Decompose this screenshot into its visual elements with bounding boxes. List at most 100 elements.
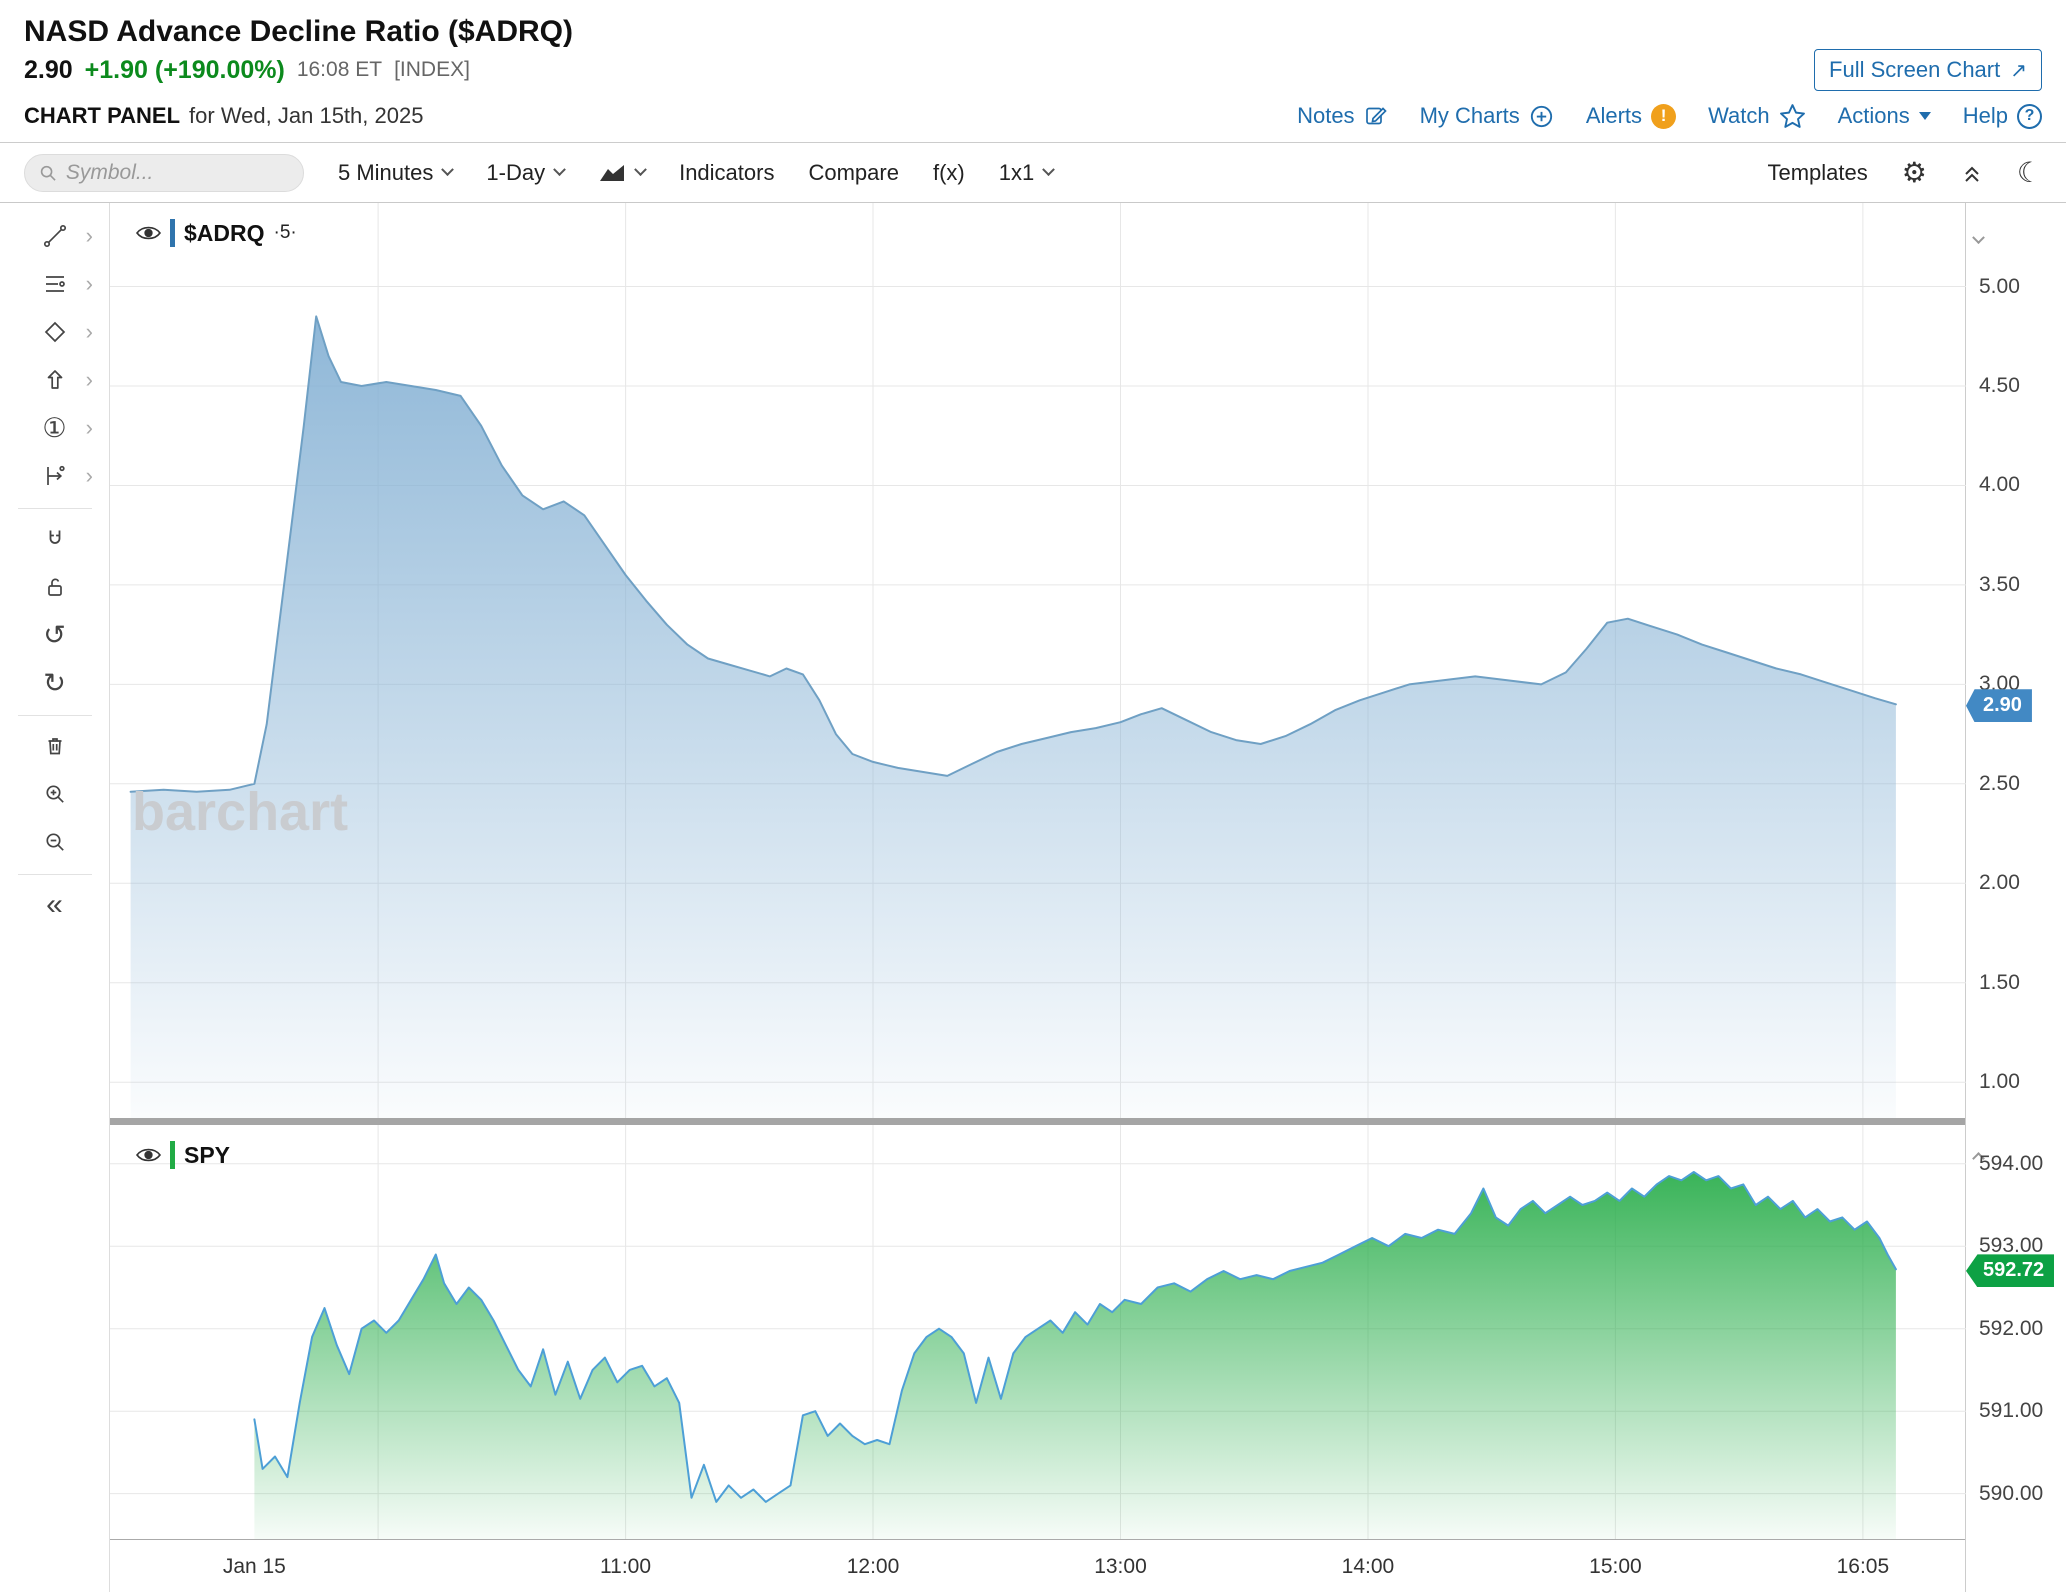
magnet-tool[interactable] — [0, 516, 109, 562]
spy-legend: SPY — [136, 1141, 230, 1169]
watch-label: Watch — [1708, 103, 1770, 128]
x-tick-label: 13:00 — [1094, 1555, 1147, 1578]
indicators-button[interactable]: Indicators — [679, 160, 774, 186]
y-tick-label: 4.00 — [1979, 473, 2020, 497]
submenu-chevron: › — [85, 463, 93, 488]
y-tick-label: 590.00 — [1979, 1481, 2044, 1505]
adrq-period-label: ·5· — [273, 222, 297, 243]
measure-tool[interactable]: › — [0, 453, 109, 499]
x-tick-label: 12:00 — [846, 1555, 900, 1578]
star-icon — [1779, 104, 1805, 128]
zoom-in-tool[interactable] — [0, 771, 109, 817]
undo-icon: ↺ — [43, 619, 66, 650]
price-axis[interactable]: 2.90 592.72 5.00 4.50 4.00 3.50 3.00 2.50 2.00… — [1966, 203, 2066, 1592]
x-tick-label: 14:00 — [1341, 1555, 1395, 1578]
submenu-chevron: › — [85, 367, 93, 392]
undo-tool[interactable]: ↺ — [0, 612, 109, 658]
chevron-down-icon — [441, 163, 455, 177]
adrq-chart-canvas[interactable] — [110, 203, 1966, 1118]
adrq-last-price-badge: 2.90 — [1966, 689, 2032, 723]
magnet-icon — [49, 530, 60, 544]
unlock-icon — [47, 578, 62, 596]
gear-icon[interactable]: ⚙ — [1901, 157, 1927, 188]
spy-chart-canvas[interactable] — [110, 1125, 1966, 1539]
chevron-down-icon — [553, 163, 566, 177]
symbol-search-input[interactable] — [65, 160, 289, 185]
arrow-tool[interactable]: › — [0, 357, 109, 403]
alerts-link[interactable]: Alerts ! — [1586, 103, 1677, 129]
area-chart-icon — [600, 164, 625, 181]
tool-divider — [17, 508, 92, 509]
collapse-sidebar-tool[interactable]: « — [0, 882, 109, 928]
my-charts-label: My Charts — [1419, 103, 1520, 128]
unlock-tool[interactable] — [0, 564, 109, 610]
fx-button[interactable]: f(x) — [933, 160, 965, 186]
zoom-out-icon — [45, 833, 64, 851]
collapse-toolbar-icon[interactable] — [1961, 162, 1983, 184]
spy-symbol-label: SPY — [184, 1141, 231, 1168]
delete-tool[interactable] — [0, 723, 109, 769]
chevron-down-icon — [634, 163, 647, 177]
notes-label: Notes — [1297, 103, 1355, 128]
templates-button[interactable]: Templates — [1768, 160, 1868, 186]
y-tick-label: 593.00 — [1979, 1234, 2044, 1258]
search-icon — [40, 165, 56, 181]
timeframe-dropdown[interactable]: 5 Minutes — [338, 160, 455, 186]
submenu-chevron: › — [85, 223, 93, 248]
quote-time: 16:08 ET — [296, 58, 383, 81]
notes-icon — [1365, 107, 1387, 125]
index-tag: [INDEX] — [394, 58, 470, 81]
compare-button[interactable]: Compare — [808, 160, 898, 186]
adrq-legend: $ADRQ ·5· — [136, 219, 297, 247]
layout-dropdown[interactable]: 1x1 — [998, 159, 1056, 186]
y-tick-label: 591.00 — [1979, 1399, 2044, 1423]
zoom-out-tool[interactable] — [0, 819, 109, 865]
eye-icon[interactable] — [136, 1146, 161, 1164]
series-color-bar — [170, 1141, 175, 1169]
x-tick-label: 16:05 — [1836, 1555, 1890, 1578]
axis-collapse-icon[interactable] — [1972, 227, 1985, 251]
chart-panel-bar: CHART PANEL for Wed, Jan 15th, 2025 Note… — [0, 90, 2066, 143]
measure-icon — [46, 465, 65, 485]
question-circle-icon: ? — [2017, 103, 2042, 129]
my-charts-link[interactable]: My Charts — [1420, 103, 1554, 129]
tool-divider — [17, 715, 92, 716]
drawing-toolbar: › › › › ① › › — [0, 203, 110, 1592]
redo-tool[interactable]: ↻ — [0, 660, 109, 706]
panel-links: Notes My Charts Alerts ! Watch Actions H… — [1297, 103, 2042, 129]
help-label: Help — [1962, 103, 2008, 128]
help-link[interactable]: Help ? — [1963, 103, 2042, 129]
chart-panel-label: CHART PANEL — [24, 103, 181, 128]
annotation-tool[interactable]: ① › — [0, 405, 109, 451]
time-axis[interactable]: Jan 15 11:00 12:00 13:00 14:00 15:00 16:05 — [110, 1539, 1965, 1592]
actions-dropdown[interactable]: Actions — [1838, 103, 1931, 129]
title-row: NASD Advance Decline Ratio ($ADRQ) — [0, 0, 2066, 50]
eye-icon[interactable] — [136, 224, 161, 242]
templates-label: Templates — [1767, 159, 1868, 185]
pane-divider[interactable] — [110, 1118, 1965, 1125]
zoom-in-icon — [45, 785, 64, 803]
quote-row: 2.90 +1.90 (+190.00%) 16:08 ET [INDEX] F… — [0, 49, 2066, 91]
y-tick-label: 5.00 — [1979, 274, 2020, 298]
diamond-icon — [44, 321, 65, 343]
chart-type-dropdown[interactable] — [598, 162, 647, 184]
notes-link[interactable]: Notes — [1297, 103, 1387, 129]
shapes-tool[interactable]: › — [0, 309, 109, 355]
submenu-chevron: › — [85, 319, 93, 344]
watch-link[interactable]: Watch — [1708, 103, 1806, 129]
price-change: +1.90 (+190.00%) — [84, 55, 285, 84]
range-label: 1-Day — [486, 159, 546, 185]
fibonacci-tool[interactable]: › — [0, 261, 109, 307]
full-screen-chart-button[interactable]: Full Screen Chart ↗ — [1814, 49, 2042, 91]
full-screen-chart-label: Full Screen Chart — [1829, 57, 2001, 82]
trendline-tool[interactable]: › — [0, 213, 109, 259]
dark-mode-moon-icon[interactable]: ☾ — [2016, 157, 2042, 188]
chevron-down-icon — [1042, 163, 1056, 177]
plus-circle-icon — [1530, 105, 1552, 127]
symbol-search[interactable] — [24, 153, 304, 192]
circled-one-icon: ① — [42, 412, 67, 443]
y-tick-label: 594.00 — [1979, 1151, 2044, 1175]
layout-label: 1x1 — [998, 159, 1035, 185]
y-tick-label: 1.00 — [1979, 1070, 2020, 1094]
range-dropdown[interactable]: 1-Day — [486, 159, 566, 186]
